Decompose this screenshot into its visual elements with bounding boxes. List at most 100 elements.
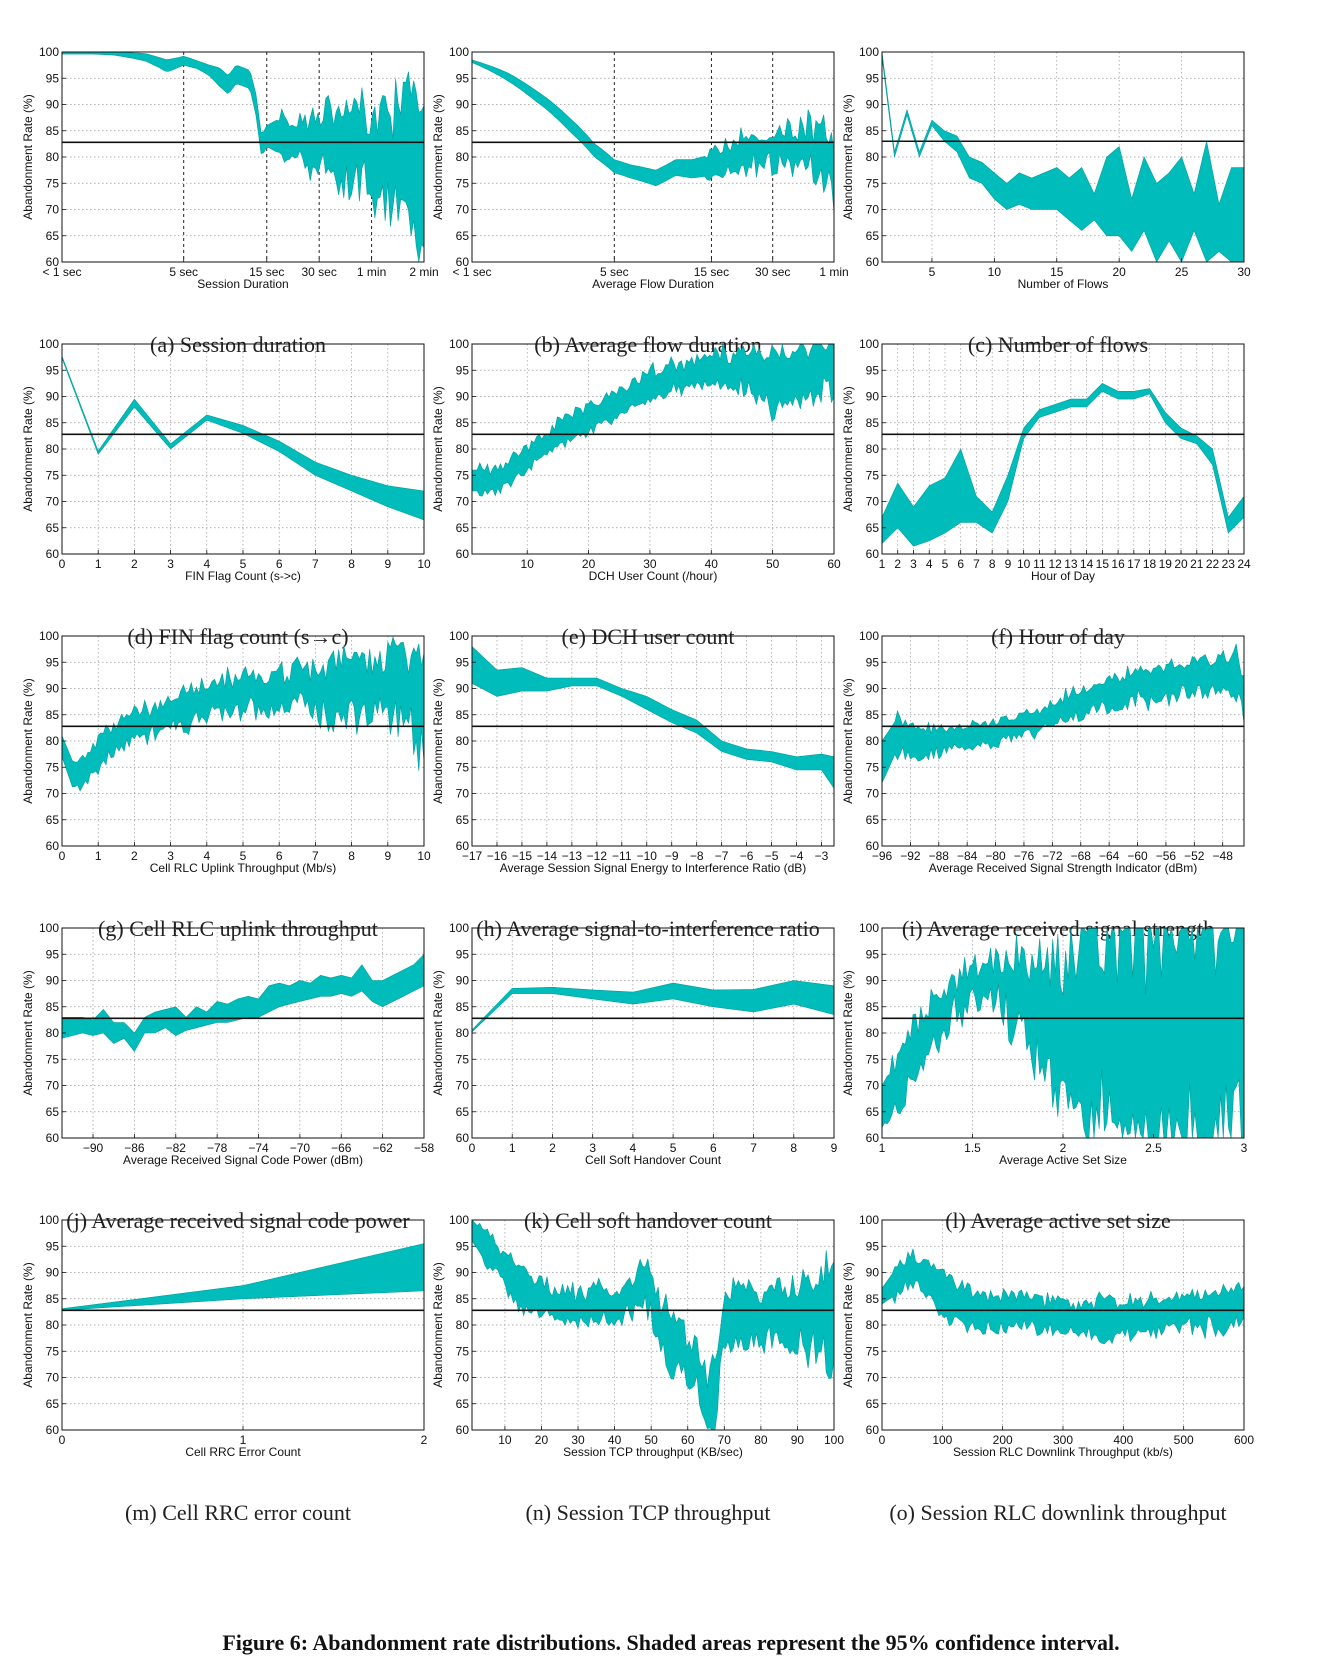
x-tick-label: 15 sec: [694, 265, 729, 279]
x-tick-label: 10: [521, 557, 535, 571]
x-tick-label: 40: [705, 557, 719, 571]
y-tick-label: 100: [859, 337, 879, 351]
x-tick-label: 4: [630, 1141, 637, 1155]
y-tick-label: 60: [46, 547, 60, 561]
x-tick-label: 0: [59, 557, 66, 571]
y-tick-label: 70: [46, 1079, 60, 1093]
x-tick-label: 7: [312, 557, 319, 571]
x-tick-label: 1: [879, 557, 886, 571]
y-tick-label: 95: [456, 71, 470, 85]
chart-g: 60 65 70 75 80 85 90 95 100 0 1 2 3 4 5 6 7 8 9 10 Cell RLC …: [21, 629, 431, 875]
y-tick-label: 100: [859, 45, 879, 59]
x-tick-label: 3: [1241, 1141, 1248, 1155]
y-tick-label: 90: [866, 682, 880, 696]
x-tick-label: 1 min: [357, 265, 386, 279]
y-tick-label: 65: [866, 229, 880, 243]
x-tick-label: 7: [973, 557, 980, 571]
chart-panel-a: 60 65 70 75 80 85 90 95 100 < 1 sec 5 sec 15 sec 30 …: [18, 40, 458, 358]
chart-panel-n: 60 65 70 75 80 85 90 95 100 10 20 30 40 50 60 70 80 90 100…: [428, 1208, 868, 1526]
x-axis-label: Hour of Day: [1031, 569, 1095, 583]
x-tick-label: 90: [791, 1433, 805, 1447]
x-tick-label: 8: [989, 557, 996, 571]
chart-b: 60 65 70 75 80 85 90 95 100 < 1 sec 5 sec 15 sec 30 …: [431, 45, 849, 291]
x-tick-label: 2 min: [409, 265, 438, 279]
y-tick-label: 90: [866, 1266, 880, 1280]
y-tick-label: 90: [456, 682, 470, 696]
y-tick-label: 75: [456, 1344, 470, 1358]
x-tick-label: 9: [1005, 557, 1012, 571]
y-tick-label: 95: [866, 1239, 880, 1253]
x-tick-label: 15: [1096, 557, 1110, 571]
x-tick-label: 5 sec: [600, 265, 629, 279]
x-tick-label: −58: [414, 1141, 435, 1155]
chart-panel-b: 60 65 70 75 80 85 90 95 100 < 1 sec 5 sec 15 sec 30 …: [428, 40, 868, 358]
x-tick-label: 3: [910, 557, 917, 571]
chart-panel-l: 60 65 70 75 80 85 90 95 100 1 1.5 2 2.5 3 Average Acti…: [838, 916, 1278, 1234]
x-tick-label: −66: [331, 1141, 352, 1155]
chart-panel-o: 60 65 70 75 80 85 90 95 100 0 100 200 300 400 500 600 Se…: [838, 1208, 1278, 1526]
x-tick-label: 17: [1127, 557, 1141, 571]
y-tick-label: 65: [46, 521, 60, 535]
x-tick-label: 14: [1080, 557, 1094, 571]
x-tick-label: −76: [1014, 849, 1035, 863]
x-tick-label: 2: [131, 557, 138, 571]
confidence-band-f: [881, 383, 1245, 547]
y-tick-label: 95: [46, 1239, 60, 1253]
x-tick-label: −48: [1213, 849, 1234, 863]
y-tick-label: 80: [46, 1026, 60, 1040]
x-tick-label: 20: [582, 557, 596, 571]
y-tick-label: 95: [46, 363, 60, 377]
chart-m: 60 65 70 75 80 85 90 95 100 0 1 2 Cell RRC Error Cou…: [21, 1213, 428, 1459]
y-tick-label: 80: [456, 734, 470, 748]
x-tick-label: −92: [900, 849, 921, 863]
y-tick-label: 70: [456, 203, 470, 217]
x-tick-label: 1: [95, 557, 102, 571]
x-axis-label: Cell RRC Error Count: [185, 1445, 301, 1459]
confidence-band-n: [471, 1219, 835, 1431]
y-tick-label: 65: [46, 1105, 60, 1119]
confidence-band-i: [881, 643, 1245, 784]
y-tick-label: 90: [456, 974, 470, 988]
x-axis-label: Average Received Signal Code Power (dBm): [123, 1153, 363, 1167]
x-tick-label: 3: [167, 849, 174, 863]
x-tick-label: 6: [710, 1141, 717, 1155]
x-tick-label: 7: [750, 1141, 757, 1155]
y-tick-label: 70: [456, 495, 470, 509]
x-tick-label: −10: [637, 849, 658, 863]
x-tick-label: 30: [643, 557, 657, 571]
y-tick-label: 65: [456, 229, 470, 243]
x-tick-label: < 1 sec: [452, 265, 491, 279]
x-tick-label: 21: [1190, 557, 1204, 571]
y-tick-label: 85: [866, 708, 880, 722]
x-axis-label: Average Session Signal Energy to Interfe…: [500, 861, 807, 875]
y-tick-label: 75: [866, 1344, 880, 1358]
x-tick-label: 20: [1174, 557, 1188, 571]
y-tick-label: 75: [866, 176, 880, 190]
y-tick-label: 65: [866, 521, 880, 535]
y-tick-label: 85: [46, 124, 60, 138]
y-tick-label: 95: [456, 947, 470, 961]
x-tick-label: 0: [879, 1433, 886, 1447]
chart-k: 60 65 70 75 80 85 90 95 100 0 1 2 3 4 5 6 7 8 9 Cell Soft H…: [431, 921, 838, 1167]
y-tick-label: 95: [866, 71, 880, 85]
x-axis-label: Session RLC Downlink Throughput (kb/s): [953, 1445, 1173, 1459]
x-tick-label: 1: [509, 1141, 516, 1155]
chart-panel-m: 60 65 70 75 80 85 90 95 100 0 1 2 Cell RRC Error Cou…: [18, 1208, 458, 1526]
y-tick-label: 65: [456, 521, 470, 535]
x-tick-label: 0: [469, 1141, 476, 1155]
y-tick-label: 65: [456, 813, 470, 827]
y-tick-label: 75: [456, 1052, 470, 1066]
x-tick-label: 1.5: [964, 1141, 981, 1155]
y-tick-label: 100: [449, 45, 469, 59]
x-tick-label: 40: [608, 1433, 622, 1447]
x-tick-label: −88: [929, 849, 950, 863]
y-tick-label: 60: [46, 255, 60, 269]
x-tick-label: 4: [203, 557, 210, 571]
x-tick-label: 19: [1159, 557, 1173, 571]
y-tick-label: 75: [866, 468, 880, 482]
x-tick-label: 80: [754, 1433, 768, 1447]
y-tick-label: 60: [866, 255, 880, 269]
figure-caption: Figure 6: Abandonment rate distributions…: [222, 1630, 1120, 1655]
x-tick-label: 7: [312, 849, 319, 863]
y-tick-label: 60: [866, 839, 880, 853]
